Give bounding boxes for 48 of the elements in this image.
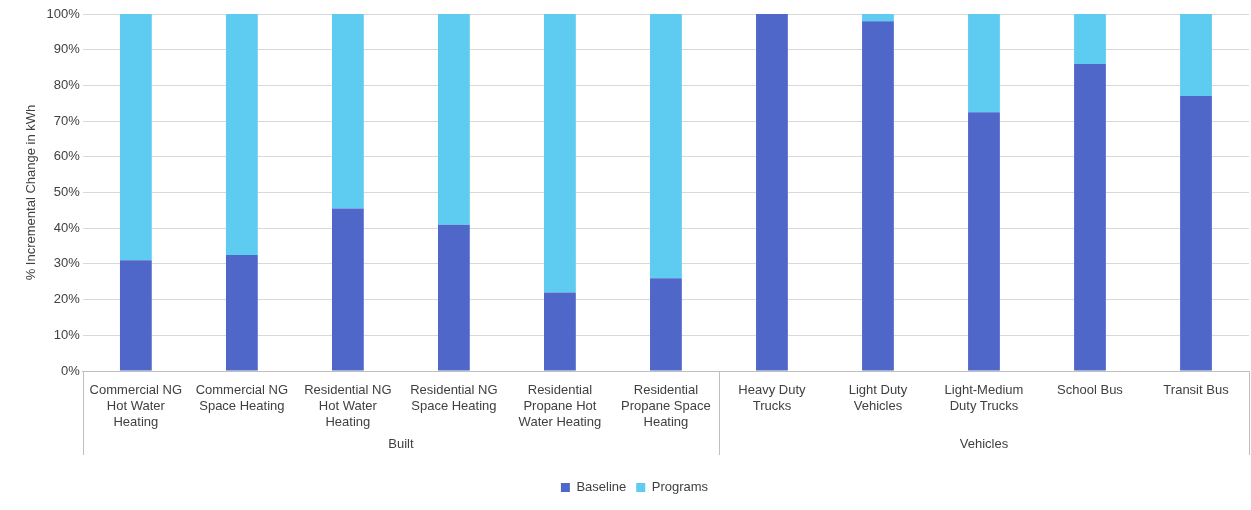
y-tick-label: 60% — [53, 148, 81, 164]
y-axis-title: % Incremental Change in kWh — [23, 104, 39, 281]
bar — [1180, 96, 1212, 371]
bar — [1180, 14, 1212, 97]
y-tick-label: 20% — [53, 291, 81, 307]
bar — [650, 14, 682, 279]
y-tick-label: 0% — [61, 362, 81, 378]
y-tick-label: 70% — [53, 112, 81, 128]
bar — [1074, 63, 1106, 371]
legend-label: Baseline — [576, 479, 627, 495]
bar — [438, 14, 470, 225]
bar — [968, 14, 1000, 113]
y-tick-label: 30% — [53, 255, 81, 271]
bar — [119, 14, 152, 261]
legend-label: Programs — [651, 479, 709, 495]
bar — [119, 260, 152, 371]
bar — [331, 14, 364, 209]
bar — [225, 254, 258, 371]
x-tick-label: Light Duty Vehicles — [848, 382, 908, 413]
bar — [1074, 14, 1106, 64]
text: Vehicles — [959, 435, 1009, 451]
x-tick-label: Light-Medium Duty Trucks — [944, 382, 1024, 413]
x-tick-label: Residential NG Space Heating — [410, 382, 498, 413]
bar — [756, 14, 788, 371]
x-tick-label: Commercial NG Space Heating — [195, 382, 289, 413]
x-tick-label: School Bus — [1057, 382, 1124, 398]
bar — [225, 14, 258, 255]
bar — [544, 292, 576, 371]
bar — [862, 21, 894, 371]
bar — [331, 208, 364, 371]
y-tick-label: 100% — [46, 5, 81, 21]
bar — [862, 14, 894, 22]
y-tick-label: 90% — [53, 41, 81, 57]
bar — [544, 14, 576, 293]
x-tick-label: Transit Bus — [1163, 382, 1230, 398]
bar — [968, 112, 1000, 371]
bar — [438, 224, 470, 371]
bar — [650, 278, 682, 371]
x-tick-label: Commercial NG Hot Water Heating — [89, 382, 183, 429]
y-tick-label: 10% — [53, 326, 81, 342]
x-tick-label: Residential Propane Space Heating — [621, 382, 711, 429]
x-tick-label: Residential NG Hot Water Heating — [304, 382, 392, 429]
y-tick-label: 50% — [53, 184, 81, 200]
y-tick-label: 80% — [53, 76, 81, 92]
text: Built — [388, 435, 414, 451]
y-tick-label: 40% — [53, 219, 81, 235]
x-tick-label: Residential Propane Hot Water Heating — [518, 382, 602, 429]
x-tick-label: Heavy Duty Trucks — [738, 382, 807, 413]
